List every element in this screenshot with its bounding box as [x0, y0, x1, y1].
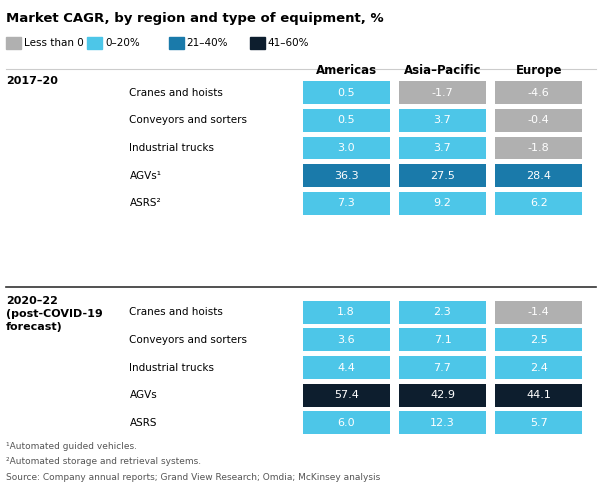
FancyBboxPatch shape — [399, 192, 486, 215]
FancyBboxPatch shape — [495, 164, 582, 187]
Text: ASRS: ASRS — [129, 418, 157, 428]
Text: 6.0: 6.0 — [337, 418, 355, 428]
Text: 36.3: 36.3 — [334, 170, 358, 181]
Text: -1.4: -1.4 — [528, 307, 550, 317]
Text: 12.3: 12.3 — [430, 418, 455, 428]
Text: 42.9: 42.9 — [430, 390, 455, 400]
FancyBboxPatch shape — [399, 356, 486, 379]
Text: 2017–20: 2017–20 — [6, 76, 58, 86]
Text: -1.7: -1.7 — [432, 87, 453, 98]
Bar — [6, 37, 21, 49]
Text: 0.5: 0.5 — [337, 87, 355, 98]
Bar — [250, 37, 265, 49]
Text: -4.6: -4.6 — [528, 87, 550, 98]
Text: 0.5: 0.5 — [337, 115, 355, 125]
Text: Asia–Pacific: Asia–Pacific — [404, 64, 481, 77]
Text: Industrial trucks: Industrial trucks — [129, 143, 214, 153]
Text: 44.1: 44.1 — [526, 390, 551, 400]
Bar — [169, 37, 184, 49]
Text: 2.4: 2.4 — [530, 363, 548, 372]
FancyBboxPatch shape — [399, 301, 486, 324]
FancyBboxPatch shape — [495, 109, 582, 132]
Text: Conveyors and sorters: Conveyors and sorters — [129, 335, 247, 345]
Text: 41–60%: 41–60% — [268, 38, 309, 48]
FancyBboxPatch shape — [495, 81, 582, 104]
FancyBboxPatch shape — [495, 328, 582, 351]
Text: Industrial trucks: Industrial trucks — [129, 363, 214, 372]
Text: Less than 0: Less than 0 — [24, 38, 84, 48]
Text: 57.4: 57.4 — [334, 390, 359, 400]
Text: AGVs: AGVs — [129, 390, 157, 400]
FancyBboxPatch shape — [495, 412, 582, 434]
Text: 27.5: 27.5 — [430, 170, 455, 181]
FancyBboxPatch shape — [302, 109, 389, 132]
Text: 3.7: 3.7 — [433, 115, 452, 125]
Text: 2.3: 2.3 — [433, 307, 452, 317]
FancyBboxPatch shape — [302, 412, 389, 434]
Text: Market CAGR, by region and type of equipment, %: Market CAGR, by region and type of equip… — [6, 12, 383, 25]
FancyBboxPatch shape — [302, 328, 389, 351]
Text: ASRS²: ASRS² — [129, 199, 161, 208]
FancyBboxPatch shape — [302, 137, 389, 159]
Text: 0–20%: 0–20% — [105, 38, 140, 48]
Text: Americas: Americas — [315, 64, 377, 77]
FancyBboxPatch shape — [302, 164, 389, 187]
Text: ²Automated storage and retrieval systems.: ²Automated storage and retrieval systems… — [6, 457, 201, 466]
Text: Cranes and hoists: Cranes and hoists — [129, 87, 223, 98]
Text: 1.8: 1.8 — [337, 307, 355, 317]
FancyBboxPatch shape — [495, 192, 582, 215]
FancyBboxPatch shape — [399, 412, 486, 434]
Text: Cranes and hoists: Cranes and hoists — [129, 307, 223, 317]
FancyBboxPatch shape — [495, 137, 582, 159]
FancyBboxPatch shape — [495, 384, 582, 407]
Text: 7.7: 7.7 — [433, 363, 452, 372]
FancyBboxPatch shape — [399, 164, 486, 187]
Text: 2020–22
(post-COVID-19
forecast): 2020–22 (post-COVID-19 forecast) — [6, 296, 103, 332]
FancyBboxPatch shape — [399, 137, 486, 159]
Text: 7.1: 7.1 — [433, 335, 452, 345]
Text: Europe: Europe — [515, 64, 562, 77]
Bar — [87, 37, 102, 49]
FancyBboxPatch shape — [399, 81, 486, 104]
Text: 21–40%: 21–40% — [187, 38, 228, 48]
Text: ¹Automated guided vehicles.: ¹Automated guided vehicles. — [6, 441, 137, 451]
FancyBboxPatch shape — [302, 192, 389, 215]
Text: -0.4: -0.4 — [528, 115, 550, 125]
Text: Source: Company annual reports; Grand View Research; Omdia; McKinsey analysis: Source: Company annual reports; Grand Vi… — [6, 473, 380, 482]
Text: AGVs¹: AGVs¹ — [129, 170, 161, 181]
Text: 28.4: 28.4 — [526, 170, 551, 181]
Text: Conveyors and sorters: Conveyors and sorters — [129, 115, 247, 125]
FancyBboxPatch shape — [399, 109, 486, 132]
Text: 3.6: 3.6 — [337, 335, 355, 345]
FancyBboxPatch shape — [302, 81, 389, 104]
FancyBboxPatch shape — [399, 384, 486, 407]
Text: 7.3: 7.3 — [337, 199, 355, 208]
Text: 5.7: 5.7 — [530, 418, 548, 428]
Text: 9.2: 9.2 — [433, 199, 452, 208]
Text: 2.5: 2.5 — [530, 335, 548, 345]
FancyBboxPatch shape — [302, 384, 389, 407]
FancyBboxPatch shape — [302, 356, 389, 379]
FancyBboxPatch shape — [302, 301, 389, 324]
Text: -1.8: -1.8 — [528, 143, 550, 153]
FancyBboxPatch shape — [399, 328, 486, 351]
FancyBboxPatch shape — [495, 301, 582, 324]
Text: 6.2: 6.2 — [530, 199, 548, 208]
Text: 4.4: 4.4 — [337, 363, 355, 372]
Text: 3.0: 3.0 — [337, 143, 355, 153]
FancyBboxPatch shape — [495, 356, 582, 379]
Text: 3.7: 3.7 — [433, 143, 452, 153]
